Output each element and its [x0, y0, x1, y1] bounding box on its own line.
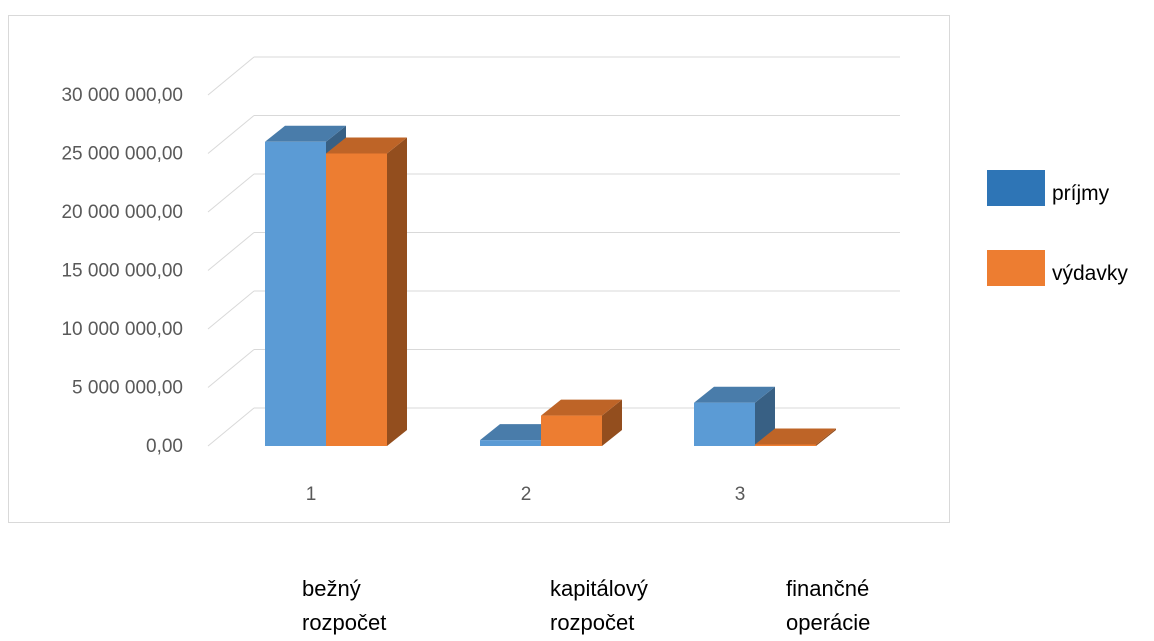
legend-swatch-prijmy: [987, 170, 1045, 206]
x-tick-label: 2: [521, 484, 532, 505]
x-tick-label: 1: [306, 484, 317, 505]
bar-side: [816, 428, 836, 446]
bar-prijmy-3: [694, 386, 775, 446]
bars-layer: [265, 125, 836, 447]
legend-label-prijmy: príjmy: [1052, 182, 1110, 205]
bar-top: [265, 125, 346, 142]
category-note-1-line1: bežný: [302, 576, 361, 601]
gridline-diagonal: [207, 349, 255, 388]
x-axis-ticks: 1 2 3: [306, 484, 746, 505]
legend-label-vydavky: výdavky: [1052, 262, 1128, 285]
bar-top: [326, 137, 407, 154]
bar-top: [480, 424, 561, 441]
bar-vydavky-2: [541, 399, 622, 446]
y-tick-label: 20 000 000,00: [61, 202, 183, 223]
category-note-2-line2: rozpočet: [550, 610, 635, 635]
category-note-1: bežný rozpočet: [302, 572, 386, 640]
y-axis-ticks: 0,00 5 000 000,00 10 000 000,00 15 000 000,…: [61, 85, 183, 457]
gridline-diagonal: [207, 56, 255, 96]
bar-side: [387, 137, 407, 446]
gridline-diagonal: [207, 173, 255, 213]
bar-top: [541, 399, 622, 416]
y-tick-label: 30 000 000,00: [61, 85, 183, 106]
gridline-diagonal: [207, 232, 255, 271]
bar-front: [265, 141, 326, 447]
bar-top: [755, 428, 836, 445]
gridline-diagonal: [207, 290, 255, 330]
legend: príjmy výdavky: [987, 170, 1128, 286]
y-tick-label: 0,00: [146, 436, 183, 457]
bar-front: [541, 415, 602, 446]
bar-top: [694, 386, 775, 403]
bar-side: [755, 386, 775, 446]
bar-vydavky-3: [755, 428, 836, 446]
bar-front: [694, 402, 755, 446]
category-note-1-line2: rozpočet: [302, 610, 387, 635]
legend-swatch-vydavky: [987, 250, 1045, 286]
y-tick-label: 25 000 000,00: [61, 144, 183, 165]
x-tick-label: 3: [735, 484, 746, 505]
bar-side: [602, 399, 622, 446]
category-note-2: kapitálový rozpočet: [550, 572, 648, 640]
y-tick-label: 5 000 000,00: [72, 378, 183, 399]
gridline-diagonal: [207, 115, 255, 154]
bar-front: [326, 153, 387, 446]
gridline-diagonal: [207, 407, 255, 447]
bar-front: [480, 440, 541, 446]
category-note-2-line1: kapitálový: [550, 576, 648, 601]
category-note-3-line1: finančné: [786, 576, 870, 601]
category-note-3-line2: operácie: [786, 610, 871, 635]
y-tick-label: 10 000 000,00: [61, 319, 183, 340]
bar-front: [755, 444, 816, 446]
category-note-3: finančné operácie: [786, 572, 870, 640]
y-tick-label: 15 000 000,00: [61, 261, 183, 282]
bar-vydavky-1: [326, 137, 407, 446]
